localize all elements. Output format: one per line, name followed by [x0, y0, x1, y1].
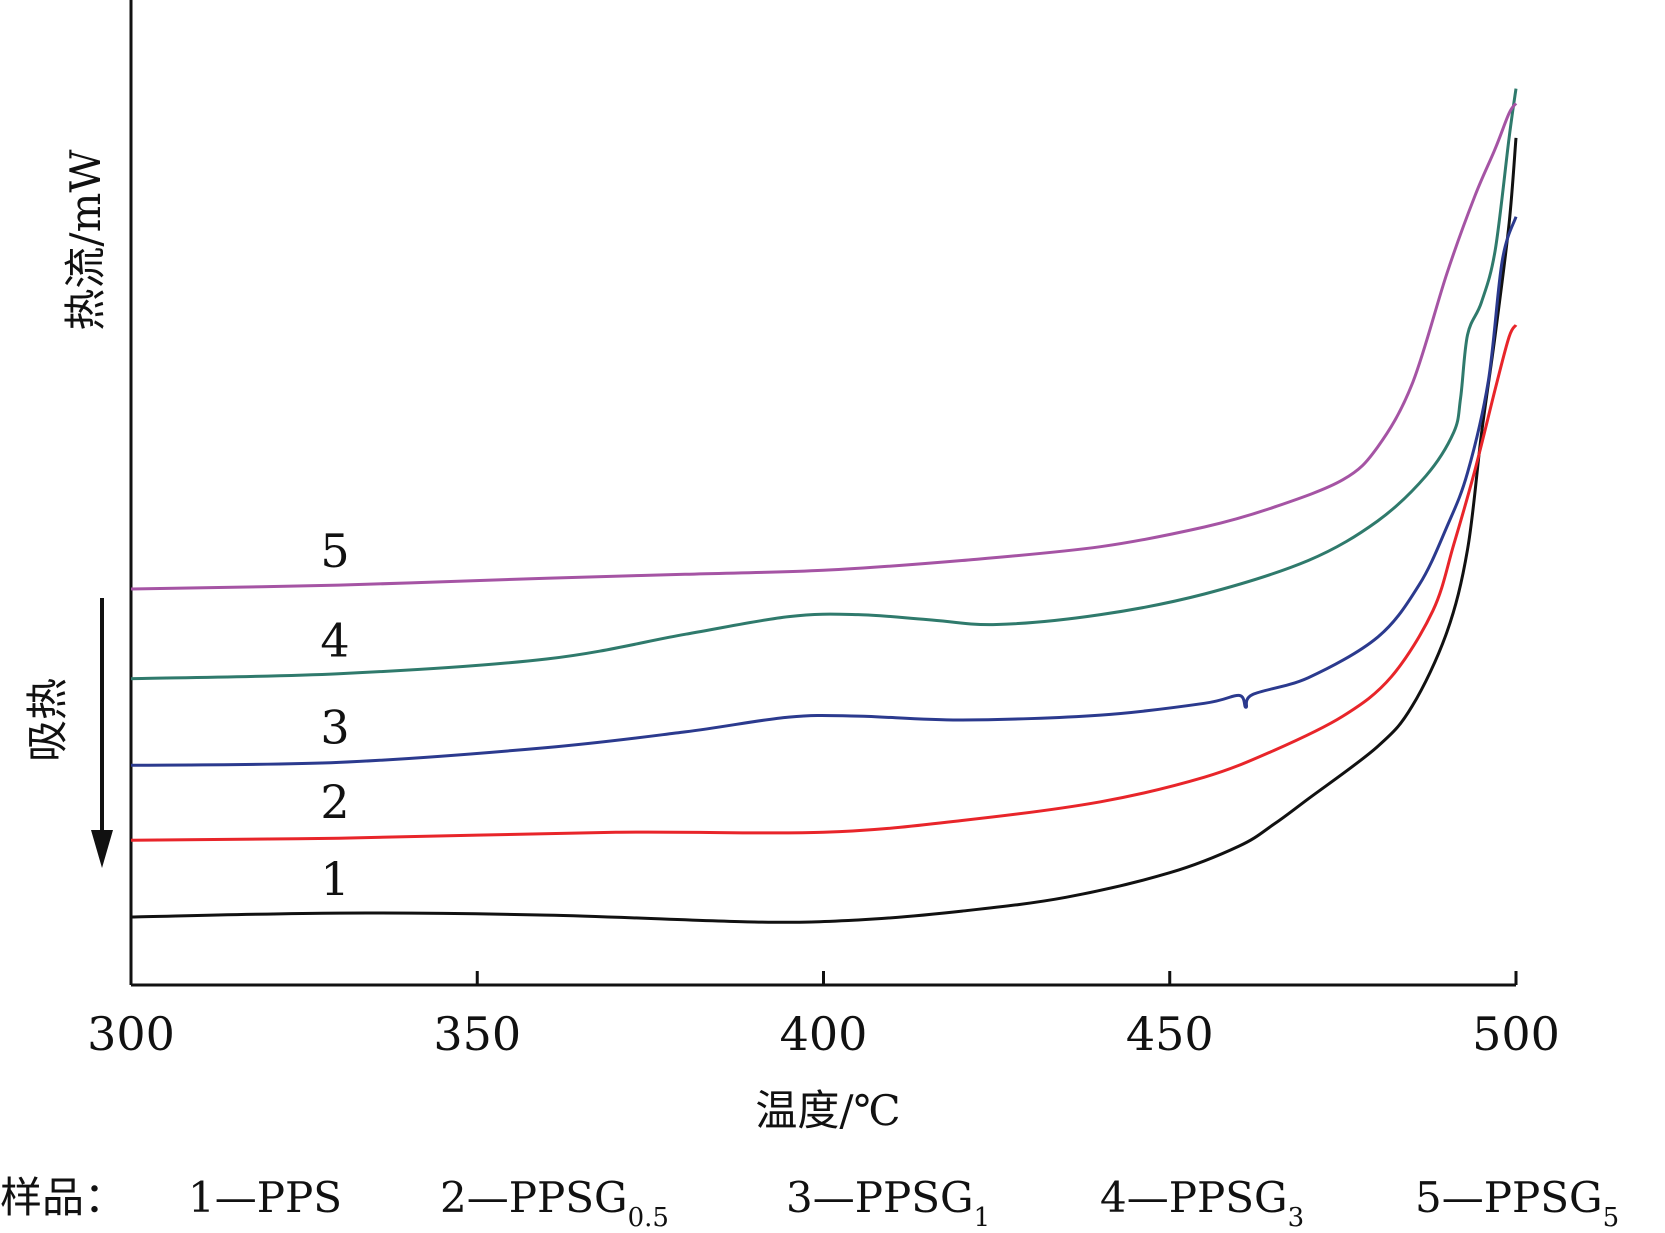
- series-line-2: [130, 324, 1518, 842]
- legend-item-4-main: 4—PPSG: [1100, 1173, 1288, 1222]
- series-line-3: [130, 216, 1518, 767]
- curve-label-5: 5: [320, 524, 349, 578]
- curve-labels: 1 2 3 4 5: [320, 524, 349, 906]
- legend-item-3: 3—PPSG1: [786, 1173, 990, 1233]
- legend-item-1-main: 1—PPS: [188, 1173, 342, 1222]
- series-group: [130, 88, 1518, 924]
- curve-label-3: 3: [320, 700, 349, 754]
- x-tick-label-500: 500: [1472, 1007, 1560, 1061]
- legend-item-1: 1—PPS: [188, 1173, 342, 1222]
- series-line-1: [130, 137, 1518, 924]
- x-tick-label-450: 450: [1126, 1007, 1214, 1061]
- legend-item-2: 2—PPSG0.5: [440, 1173, 669, 1233]
- x-axis-title: 温度/℃: [755, 1086, 900, 1135]
- x-ticks: [129, 971, 1518, 985]
- x-tick-label-400: 400: [780, 1007, 868, 1061]
- series-line-4: [130, 88, 1518, 681]
- legend-item-5: 5—PPSG5: [1415, 1173, 1619, 1233]
- legend-prefix: 样品：: [0, 1173, 126, 1222]
- legend-item-5-sub: 5: [1603, 1203, 1620, 1233]
- curve-label-4: 4: [320, 614, 349, 668]
- legend-item-5-main: 5—PPSG: [1415, 1173, 1603, 1222]
- legend: 样品： 1—PPS 2—PPSG0.5 3—PPSG1 4—PPSG3 5—PP…: [0, 1173, 1619, 1233]
- x-tick-label-350: 350: [433, 1007, 521, 1061]
- legend-item-4-sub: 3: [1288, 1203, 1305, 1233]
- legend-item-2-main: 2—PPSG: [440, 1173, 628, 1222]
- curve-label-2: 2: [320, 775, 349, 829]
- legend-item-4: 4—PPSG3: [1100, 1173, 1304, 1233]
- y-axis-title: 热流/mW: [61, 149, 110, 331]
- endo-label: 吸热: [23, 678, 72, 762]
- down-arrow-icon: [91, 830, 113, 868]
- series-line-5: [130, 102, 1518, 591]
- endo-indicator: 吸热: [23, 598, 113, 868]
- curve-label-1: 1: [320, 852, 349, 906]
- legend-item-3-sub: 1: [974, 1203, 991, 1233]
- x-tick-label-300: 300: [87, 1007, 175, 1061]
- legend-item-2-sub: 0.5: [628, 1203, 669, 1233]
- legend-item-3-main: 3—PPSG: [786, 1173, 974, 1222]
- x-tick-labels: 300 350 400 450 500: [87, 1007, 1560, 1061]
